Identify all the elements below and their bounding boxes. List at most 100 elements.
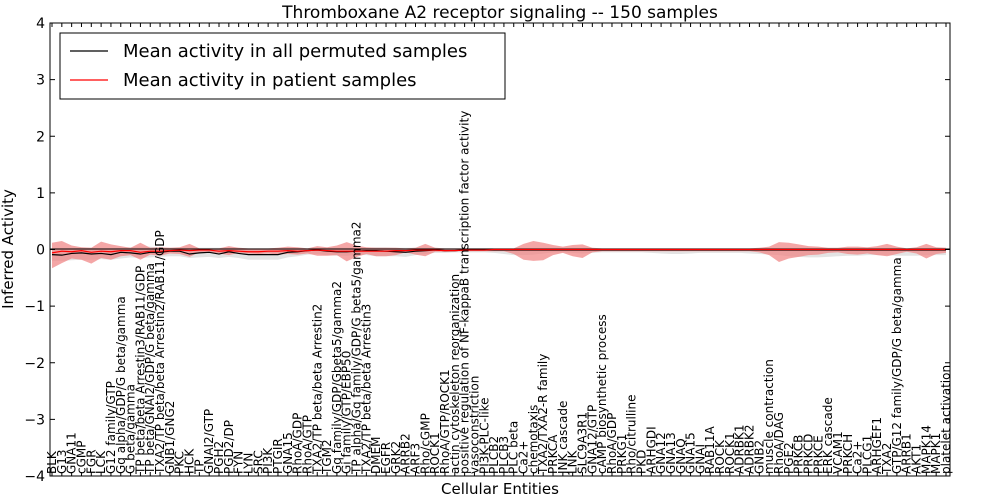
x-category-label: ADRBK2: [743, 424, 757, 474]
x-category-label: PLC beta: [507, 421, 521, 474]
x-category-label: Gq family/GDP/Gbeta5/gamma2: [330, 281, 344, 474]
x-category-label: TP beta/GNAI2/GDP/G beta/gamma: [143, 263, 157, 475]
x-category-label: TXA2: [880, 443, 894, 475]
x-category-label: RAB11A: [703, 425, 717, 474]
x-category-label: RhoA/DAG: [772, 412, 786, 474]
x-category-label: PI3K: [261, 447, 275, 474]
x-category-label: chemotaxis: [526, 405, 540, 474]
x-category-label: PRKG1: [615, 434, 629, 474]
x-category-label: GNAI2/GTP: [202, 409, 216, 474]
x-category-label: PGD2/DP: [222, 420, 236, 474]
y-tick-label: −3: [24, 412, 45, 428]
x-category-label: TXA2/TP beta/beta Arrestin2/RAB11/GDP: [153, 230, 167, 475]
x-category-label: MAPK1: [929, 433, 943, 474]
x-category-label: G13: [55, 449, 69, 474]
x-category-label: HCK: [183, 448, 197, 474]
x-category-label: PRKCH: [841, 434, 855, 474]
series-line-patient: [51, 248, 946, 254]
x-category-label: FGR: [84, 449, 98, 474]
x-category-label: GNA15: [281, 432, 295, 474]
x-category-label: TXA2/TXA2-R family: [536, 354, 550, 475]
x-category-label: positive regulation of NF-kappaB transcr…: [458, 111, 472, 474]
legend-label-patient: Mean activity in patient samples: [123, 70, 417, 91]
x-category-label: Gi family/GTP/EBP50: [340, 351, 354, 474]
x-category-label: RhoA/GTP: [300, 415, 314, 474]
confidence-bands: [52, 241, 946, 269]
x-category-label: RhoA/GTP/ROCK1: [438, 369, 452, 474]
x-category-label: LCK: [94, 450, 108, 474]
x-category-label: FYN: [232, 451, 246, 474]
x-category-label: PI3K-PLC-like: [477, 397, 491, 474]
x-category-label: GNAI: [693, 444, 707, 474]
x-category-label: cGMP: [74, 441, 88, 475]
x-category-label: GNA15: [684, 432, 698, 474]
x-category-label: JNK cascade: [556, 401, 570, 475]
x-category-label: PLCB2: [487, 436, 501, 474]
x-category-label: TP beta/beta Arrestin3/RAB11/GDP: [133, 266, 147, 475]
y-tick-label: −4: [24, 469, 45, 485]
x-category-label: PRKCA: [546, 434, 560, 474]
x-category-label: GNAQ: [674, 438, 688, 474]
x-category-label: PGH2: [212, 441, 226, 474]
band-patient-spread: [52, 241, 946, 269]
y-tick-label: 0: [36, 243, 45, 259]
x-category-label: Rho/cGMP: [418, 413, 432, 474]
y-tick-label: −1: [24, 299, 45, 315]
legend-label-permuted: Mean activity in all permuted samples: [123, 41, 467, 62]
x-category-label: GNB2: [752, 440, 766, 474]
x-category-label: EGFR: [379, 442, 393, 474]
x-category-label: Ca2+: [517, 441, 531, 474]
x-category-label: RhoA/GDP: [291, 413, 305, 474]
x-category-label: ARF3: [408, 443, 422, 474]
x-category-label: Ca2+: [851, 441, 865, 474]
x-category-label: ROCK1: [723, 432, 737, 474]
x-category-label: GNA11: [65, 432, 79, 474]
x-category-label: GNA12: [654, 432, 668, 474]
x-category-label: LNK: [566, 449, 580, 474]
x-category-label: LYN: [241, 453, 255, 474]
x-category-label: GNA13: [664, 432, 678, 474]
x-category-label: ROCK1: [428, 432, 442, 474]
x-category-label: TP: [192, 459, 206, 475]
x-category-label: vasoconstriction: [467, 376, 481, 474]
x-category-label: GNA12/GTP: [585, 405, 599, 474]
x-category-label: PGE2: [782, 442, 796, 474]
x-category-label: PLCB3: [497, 436, 511, 474]
x-category-label: G12 family/GTP: [104, 381, 118, 474]
x-category-label: ARRB1: [900, 433, 914, 474]
x-category-label: DMEM: [369, 436, 383, 474]
x-category-label: cAMP biosynthetic process: [595, 314, 609, 474]
x-category-label: BLK: [45, 450, 59, 474]
x-category-label: platelet activation: [939, 365, 953, 474]
x-category-label: PKC: [173, 451, 187, 474]
x-category-label: VCAM1: [831, 431, 845, 474]
x-axis-label: Cellular Entities: [441, 480, 559, 498]
legend: Mean activity in all permuted samples Me…: [59, 32, 506, 100]
x-category-label: ADRBK1: [733, 424, 747, 474]
x-category-label: AKT1: [910, 444, 924, 474]
x-category-label: RhoA/GDP: [605, 413, 619, 474]
y-tick-label: 1: [36, 186, 45, 202]
x-category-label: actin cytoskeleton reorganization: [448, 274, 462, 474]
x-category-label: ARRB2: [399, 433, 413, 474]
x-category-label: MAPK14: [919, 425, 933, 474]
x-category-label: TXA2/TP beta/beta Arrestin2: [310, 304, 324, 475]
x-category-label: PTGIR: [271, 438, 285, 474]
x-category-label: SLC9A3R1: [576, 412, 590, 474]
y-tick-label: 3: [36, 73, 45, 89]
x-category-label: TXA2/TP beta/beta Arrestin3: [359, 304, 373, 475]
x-category-label: ARHGDI: [644, 426, 658, 474]
x-category-label: GRK2: [389, 441, 403, 474]
series-lines: [51, 248, 946, 256]
y-axis: −4 −3 −2 −1 0 1 2 3 4: [24, 16, 950, 485]
x-category-label: Gq alpha/GDP/G beta/gamma: [114, 296, 128, 474]
x-category-label: ARHGEF1: [870, 417, 884, 474]
y-tick-label: 2: [36, 129, 45, 145]
x-category-label: ERK cascade: [821, 397, 835, 474]
x-category-label: GNB1/GNG2: [163, 401, 177, 474]
x-category-label: PRKCE: [811, 435, 825, 474]
y-tick-label: 4: [36, 16, 45, 32]
x-category-label: PKD: [634, 450, 648, 474]
x-category-label: ROCK: [713, 439, 727, 474]
